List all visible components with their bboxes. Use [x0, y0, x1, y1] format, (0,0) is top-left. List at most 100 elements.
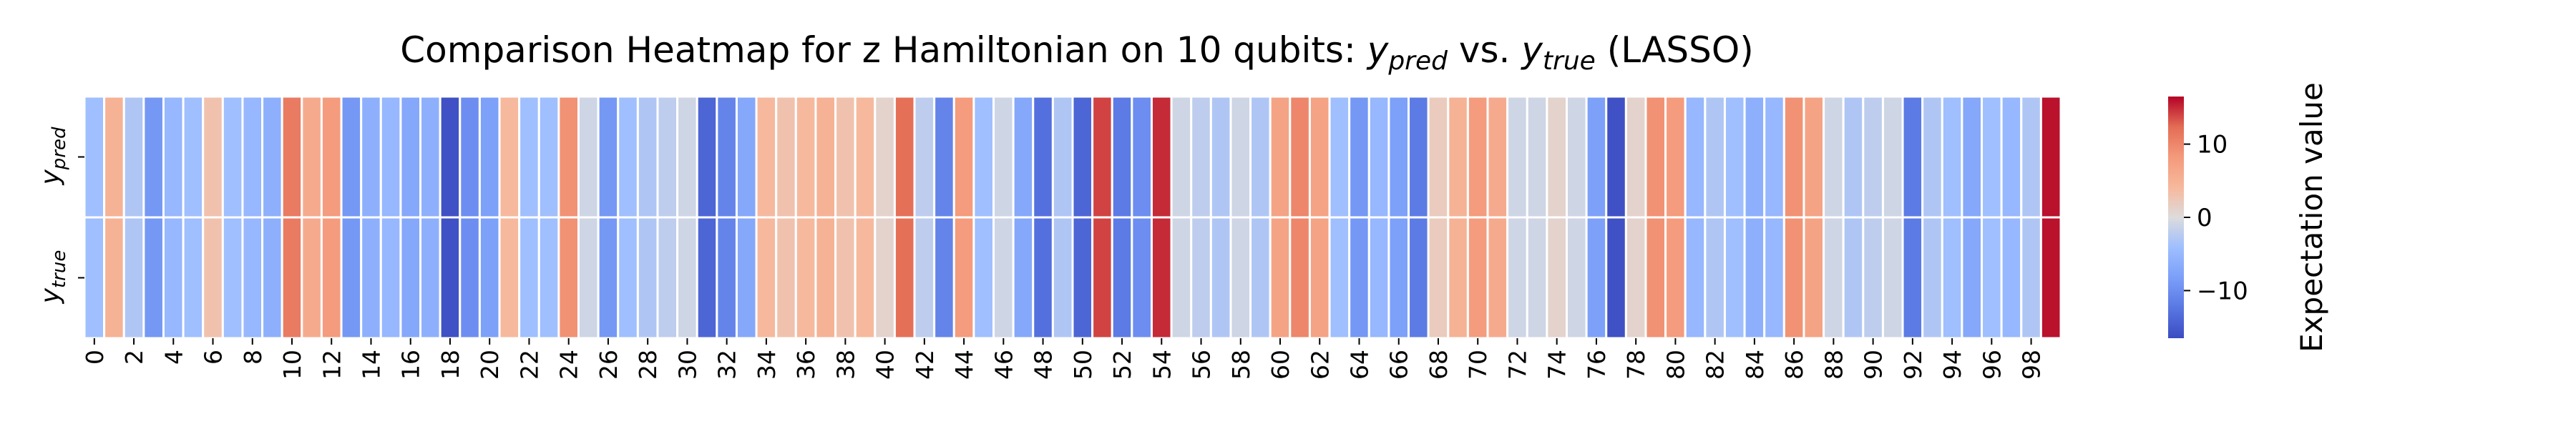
heatmap-cell — [1981, 95, 2003, 219]
heatmap-cell — [1466, 95, 1489, 219]
x-tick-label: 58 — [1227, 350, 1255, 380]
heatmap-cell — [280, 216, 303, 340]
heatmap-cell — [1091, 95, 1113, 219]
heatmap-cell — [1229, 95, 1252, 219]
heatmap-cell — [1566, 216, 1588, 340]
heatmap-cell — [419, 95, 441, 219]
heatmap-cell — [1941, 95, 1963, 219]
x-tick-label: 36 — [792, 350, 820, 380]
heatmap-cell — [676, 95, 698, 219]
heatmap-cell — [972, 95, 995, 219]
x-tick-label: 60 — [1267, 350, 1294, 380]
heatmap-cell — [1190, 95, 1212, 219]
heatmap-cell — [1723, 216, 1746, 340]
heatmap-cell — [854, 216, 877, 340]
x-tick-label: 42 — [911, 350, 939, 380]
heatmap-cell — [1526, 216, 1548, 340]
heatmap-cell — [814, 95, 837, 219]
heatmap-cell — [2020, 216, 2042, 340]
heatmap-cell — [459, 216, 481, 340]
x-tick-label: 72 — [1503, 350, 1531, 380]
x-tick-label: 24 — [555, 350, 583, 380]
heatmap-cell — [1348, 95, 1370, 219]
heatmap-cell — [1209, 95, 1232, 219]
heatmap-cell — [1249, 95, 1272, 219]
heatmap-cell — [1032, 216, 1054, 340]
heatmap-cell — [439, 95, 462, 219]
heatmap-cell — [577, 95, 600, 219]
x-tick-label: 16 — [397, 350, 425, 380]
heatmap-cell — [1941, 216, 1963, 340]
x-tick-label: 70 — [1464, 350, 1492, 380]
heatmap-cell — [1664, 95, 1687, 219]
heatmap-cell — [1447, 95, 1469, 219]
heatmap-cell — [696, 216, 718, 340]
heatmap-cell — [1289, 216, 1311, 340]
heatmap-cell — [1190, 216, 1212, 340]
heatmap-cell — [202, 216, 224, 340]
heatmap-cell — [1546, 95, 1568, 219]
x-tick-label: 26 — [595, 350, 623, 380]
heatmap-cell — [933, 95, 955, 219]
heatmap-cell — [498, 216, 521, 340]
x-tick-label: 34 — [753, 350, 781, 380]
x-tick-label: 76 — [1583, 350, 1611, 380]
heatmap-cell — [1407, 95, 1430, 219]
heatmap-cell — [1881, 95, 1904, 219]
colorbar-tick-label: 0 — [2197, 204, 2212, 232]
heatmap-cell — [1348, 216, 1370, 340]
heatmap-cell — [1566, 95, 1588, 219]
heatmap-cell — [1981, 216, 2003, 340]
heatmap-cell — [1526, 95, 1548, 219]
heatmap-cell — [1170, 216, 1193, 340]
x-tick-label: 48 — [1030, 350, 1058, 380]
heatmap-cell — [142, 216, 165, 340]
heatmap-cell — [2000, 95, 2023, 219]
heatmap-cell — [1111, 95, 1133, 219]
heatmap-cell — [834, 95, 857, 219]
heatmap-cell — [439, 216, 462, 340]
heatmap-cell — [1209, 216, 1232, 340]
heatmap-cell — [1506, 95, 1528, 219]
heatmap-cell — [1802, 216, 1825, 340]
x-tick-label: 66 — [1385, 350, 1413, 380]
heatmap-cell — [379, 95, 402, 219]
heatmap-cell — [636, 216, 659, 340]
heatmap-cell — [1427, 95, 1450, 219]
x-tick-label: 90 — [1860, 350, 1888, 380]
heatmap-cell — [874, 216, 896, 340]
x-tick-label: 20 — [476, 350, 504, 380]
heatmap-cell — [478, 216, 501, 340]
heatmap-cell — [1782, 216, 1805, 340]
heatmap-cell — [1624, 95, 1647, 219]
heatmap-cell — [360, 216, 382, 340]
heatmap-cell — [83, 216, 106, 340]
heatmap-cell — [340, 216, 363, 340]
heatmap-cell — [992, 95, 1015, 219]
heatmap-cell — [2039, 95, 2062, 219]
heatmap-cell — [972, 216, 995, 340]
heatmap-cell — [1328, 95, 1351, 219]
x-tick-label: 84 — [1741, 350, 1769, 380]
heatmap-cell — [1071, 216, 1094, 340]
heatmap-cell — [1704, 216, 1726, 340]
heatmap-cell — [162, 95, 185, 219]
x-tick-label: 12 — [318, 350, 346, 380]
x-tick-label: 44 — [950, 350, 978, 380]
heatmap-cell — [1901, 216, 1924, 340]
x-tick-label: 6 — [200, 350, 228, 365]
x-tick-label: 98 — [2018, 350, 2046, 380]
heatmap-cell — [1367, 216, 1390, 340]
heatmap-cell — [221, 95, 244, 219]
x-tick-label: 40 — [872, 350, 899, 380]
heatmap-cell — [1704, 95, 1726, 219]
heatmap-cell — [1961, 95, 1984, 219]
heatmap-cell — [617, 95, 639, 219]
heatmap-cell — [340, 95, 363, 219]
heatmap-cell — [1407, 216, 1430, 340]
heatmap-cell — [1842, 95, 1865, 219]
x-tick-label: 54 — [1148, 350, 1176, 380]
heatmap-cell — [459, 95, 481, 219]
heatmap-cell — [1051, 216, 1074, 340]
heatmap-cell — [518, 216, 540, 340]
